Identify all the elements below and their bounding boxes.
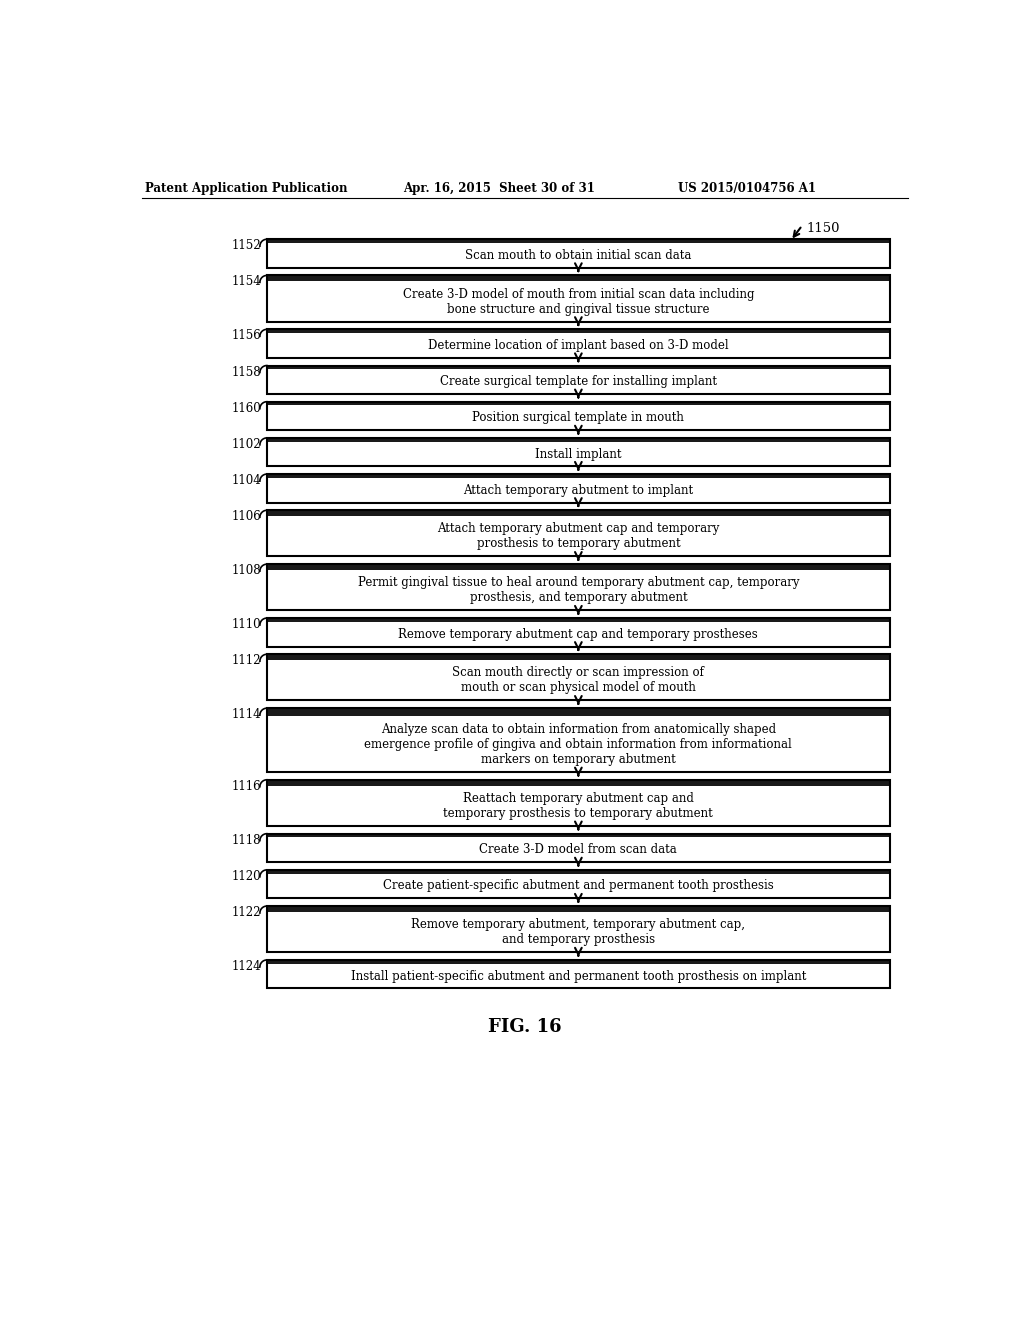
Bar (267, 708, 890, 772)
Bar (267, 276, 890, 281)
Text: 1118: 1118 (232, 834, 261, 846)
Text: 1152: 1152 (231, 239, 261, 252)
Bar (267, 276, 890, 322)
Text: 1154: 1154 (231, 276, 261, 289)
Text: Scan mouth directly or scan impression of
mouth or scan physical model of mouth: Scan mouth directly or scan impression o… (453, 667, 705, 694)
Bar (267, 870, 890, 899)
Text: Attach temporary abutment cap and temporary
prosthesis to temporary abutment: Attach temporary abutment cap and tempor… (437, 523, 720, 550)
Text: 1160: 1160 (231, 401, 261, 414)
Text: Position surgical template in mouth: Position surgical template in mouth (472, 412, 684, 424)
Bar (267, 870, 890, 899)
Text: Install patient-specific abutment and permanent tooth prosthesis on implant: Install patient-specific abutment and pe… (350, 970, 806, 982)
Bar (267, 474, 890, 503)
Bar (267, 474, 890, 503)
Text: 1158: 1158 (231, 366, 261, 379)
Bar (267, 330, 890, 358)
Bar (267, 618, 890, 622)
Text: 1104: 1104 (231, 474, 261, 487)
Text: 1106: 1106 (231, 511, 261, 523)
Bar (267, 401, 890, 430)
Bar (267, 511, 890, 557)
Bar (267, 708, 890, 717)
Text: 1116: 1116 (231, 780, 261, 793)
Bar (267, 401, 890, 405)
Text: 1108: 1108 (231, 564, 261, 577)
Text: 1122: 1122 (232, 906, 261, 919)
Bar (267, 906, 890, 912)
Bar (267, 239, 890, 268)
Bar (267, 366, 890, 393)
Text: Patent Application Publication: Patent Application Publication (145, 182, 347, 194)
Bar (267, 330, 890, 358)
Bar (267, 564, 890, 610)
Text: US 2015/0104756 A1: US 2015/0104756 A1 (678, 182, 816, 194)
Bar (267, 401, 890, 430)
Bar (267, 906, 890, 952)
Bar (267, 834, 890, 837)
Bar (267, 239, 890, 268)
Bar (267, 511, 890, 557)
Bar (267, 366, 890, 370)
Bar (267, 780, 890, 785)
Text: 1114: 1114 (231, 708, 261, 721)
Bar (267, 564, 890, 570)
Text: Reattach temporary abutment cap and
temporary prosthesis to temporary abutment: Reattach temporary abutment cap and temp… (443, 792, 714, 820)
Bar (267, 960, 890, 964)
Text: Create 3-D model of mouth from initial scan data including
bone structure and gi: Create 3-D model of mouth from initial s… (402, 288, 754, 315)
Bar (267, 239, 890, 243)
Bar (267, 906, 890, 952)
Text: 1156: 1156 (231, 330, 261, 342)
Text: 1102: 1102 (231, 438, 261, 451)
Text: Analyze scan data to obtain information from anatomically shaped
emergence profi: Analyze scan data to obtain information … (365, 723, 793, 766)
Bar (267, 438, 890, 466)
Text: 1120: 1120 (231, 870, 261, 883)
Text: Permit gingival tissue to heal around temporary abutment cap, temporary
prosthes: Permit gingival tissue to heal around te… (357, 577, 799, 605)
Text: Attach temporary abutment to implant: Attach temporary abutment to implant (463, 483, 693, 496)
Bar (267, 870, 890, 874)
Text: Remove temporary abutment cap and temporary prostheses: Remove temporary abutment cap and tempor… (398, 628, 758, 640)
Bar (267, 960, 890, 989)
Bar (267, 780, 890, 826)
Bar (267, 511, 890, 516)
Bar (267, 708, 890, 772)
Text: Create 3-D model from scan data: Create 3-D model from scan data (479, 843, 677, 857)
Bar (267, 366, 890, 393)
Bar (267, 618, 890, 647)
Text: Create surgical template for installing implant: Create surgical template for installing … (440, 375, 717, 388)
Text: Create patient-specific abutment and permanent tooth prosthesis: Create patient-specific abutment and per… (383, 879, 774, 892)
Bar (267, 655, 890, 701)
Bar (267, 276, 890, 322)
Bar (267, 655, 890, 660)
Text: 1124: 1124 (231, 960, 261, 973)
Text: Apr. 16, 2015  Sheet 30 of 31: Apr. 16, 2015 Sheet 30 of 31 (403, 182, 595, 194)
Bar (267, 834, 890, 862)
Bar (267, 438, 890, 442)
Text: Remove temporary abutment, temporary abutment cap,
and temporary prosthesis: Remove temporary abutment, temporary abu… (412, 919, 745, 946)
Bar (267, 834, 890, 862)
Bar (267, 438, 890, 466)
Bar (267, 474, 890, 478)
Text: Install implant: Install implant (536, 447, 622, 461)
Bar (267, 780, 890, 826)
Text: 1112: 1112 (232, 655, 261, 668)
Bar (267, 330, 890, 333)
Text: Scan mouth to obtain initial scan data: Scan mouth to obtain initial scan data (465, 249, 691, 261)
Text: FIG. 16: FIG. 16 (488, 1018, 561, 1036)
Bar (267, 960, 890, 989)
Text: Determine location of implant based on 3-D model: Determine location of implant based on 3… (428, 339, 729, 352)
Bar (267, 655, 890, 701)
Bar (267, 618, 890, 647)
Text: 1150: 1150 (806, 222, 840, 235)
Bar (267, 564, 890, 610)
Text: 1110: 1110 (231, 618, 261, 631)
